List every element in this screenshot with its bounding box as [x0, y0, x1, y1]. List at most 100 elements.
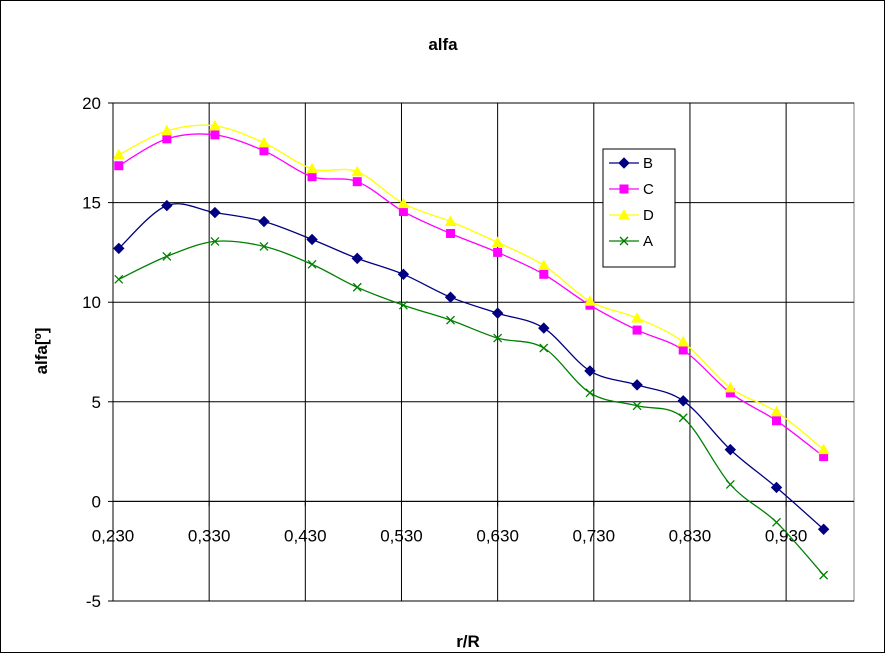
data-point-A [307, 259, 317, 269]
data-point-C [210, 130, 220, 140]
legend-label: B [643, 155, 653, 172]
data-point-C [632, 325, 642, 335]
data-point-A [398, 300, 408, 310]
data-point-B [538, 322, 550, 334]
legend-item-B: B [609, 155, 653, 172]
data-point-A [539, 343, 549, 353]
x-tick-label: 0,530 [380, 526, 423, 545]
data-point-B [677, 395, 689, 407]
data-point-B [770, 481, 783, 494]
data-point-B [491, 307, 504, 319]
data-point-D [817, 443, 830, 455]
x-tick-label: 0,730 [573, 526, 616, 545]
x-axis-ticks: 0,230 0,330 0,430 0,530 0,630 0,730 0,830 0,930 [92, 500, 854, 545]
data-point-C [539, 269, 549, 279]
legend-item-A: A [609, 233, 653, 250]
data-point-D [770, 405, 783, 417]
data-point-C [678, 345, 688, 355]
data-point-B [397, 268, 410, 281]
y-tick-label: -5 [86, 592, 101, 611]
legend-label: D [643, 207, 654, 224]
x-tick-label: 0,630 [476, 526, 519, 545]
data-point-A [772, 517, 781, 527]
legend-item-D: D [609, 207, 654, 224]
y-tick-label: 20 [82, 94, 101, 113]
series-line-C [118, 133, 824, 458]
data-point-B [351, 252, 363, 265]
data-point-D [351, 165, 364, 177]
data-point-D [306, 162, 318, 174]
y-tick-label: 15 [82, 194, 101, 213]
data-point-B [724, 443, 737, 456]
data-point-D [160, 124, 173, 136]
data-point-D [444, 215, 457, 227]
legend-box [602, 148, 676, 268]
data-point-A [632, 401, 642, 411]
data-point-A [352, 282, 362, 292]
data-point-A [819, 570, 829, 580]
data-point-A [210, 236, 220, 246]
x-tick-label: 0,430 [284, 526, 327, 545]
data-point-A [162, 251, 172, 261]
data-point-C [162, 134, 172, 144]
data-point-D [631, 312, 643, 323]
data-point-C [398, 207, 408, 217]
series-A [114, 236, 829, 580]
series-line-B [118, 203, 825, 530]
data-point-D [491, 236, 504, 247]
legend-marker [619, 184, 629, 194]
series-D [112, 119, 830, 455]
y-tick-label: 10 [82, 293, 101, 312]
data-point-A [725, 480, 735, 489]
data-point-B [444, 291, 457, 303]
legend-item-C: C [609, 181, 654, 198]
data-point-C [493, 247, 503, 257]
data-point-D [677, 336, 690, 347]
legend-label: A [643, 233, 653, 250]
data-point-D [537, 259, 550, 270]
data-point-C [114, 161, 124, 171]
legend-marker [619, 236, 629, 246]
data-point-C [772, 416, 782, 426]
data-point-C [307, 172, 317, 182]
plot-area [112, 102, 855, 602]
legend-label: C [643, 181, 654, 198]
data-point-A [493, 333, 503, 343]
data-point-B [631, 379, 643, 391]
legend-marker [618, 157, 630, 169]
y-tick-label: 0 [92, 492, 101, 511]
data-point-A [114, 274, 124, 284]
data-point-D [112, 148, 125, 160]
series-C [114, 130, 829, 462]
data-point-A [585, 388, 595, 398]
x-tick-label: 0,330 [188, 526, 231, 545]
x-tick-label: 0,930 [765, 526, 808, 545]
chart-title: alfa [428, 35, 458, 54]
data-point-B [258, 215, 270, 228]
data-point-C [446, 228, 456, 238]
x-tick-label: 0,230 [92, 526, 135, 545]
legend-marker [618, 208, 630, 220]
data-point-C [259, 146, 269, 156]
data-point-B [817, 523, 830, 535]
y-axis-ticks: -5 0 5 10 15 20 [82, 94, 113, 611]
data-point-A [446, 315, 455, 325]
data-point-A [678, 413, 688, 423]
y-tick-label: 5 [92, 393, 101, 412]
data-point-D [584, 295, 596, 306]
data-point-B [161, 199, 173, 212]
data-point-D [724, 381, 737, 393]
data-point-D [397, 197, 410, 209]
data-point-B [209, 206, 221, 219]
series-line-A [118, 240, 825, 576]
data-point-B [113, 242, 125, 255]
data-point-D [258, 136, 270, 148]
data-point-B [584, 365, 596, 377]
x-tick-label: 0,830 [669, 526, 712, 545]
data-point-C [352, 177, 362, 187]
series-B [113, 199, 830, 535]
y-axis-title: alfa[º] [32, 328, 51, 375]
